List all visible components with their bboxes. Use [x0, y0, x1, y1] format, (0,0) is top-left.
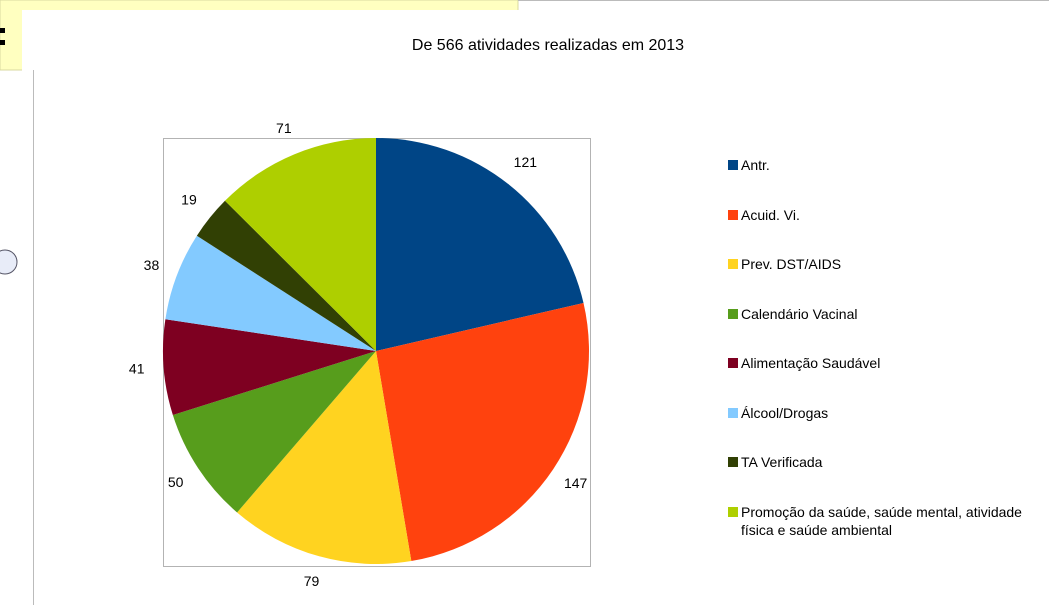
legend-item: Prev. DST/AIDS [728, 255, 1041, 305]
data-label: 71 [276, 120, 292, 136]
pie-slice [165, 235, 376, 351]
data-label: 50 [168, 474, 184, 490]
legend-item: Calendário Vacinal [728, 305, 1041, 355]
legend-swatch [728, 160, 738, 170]
legend-swatch [728, 259, 738, 269]
pie-slice [172, 351, 376, 513]
legend-item: Álcool/Drogas [728, 404, 1041, 454]
data-label: 41 [129, 360, 145, 376]
pie-slice [237, 351, 412, 564]
pie-slice [376, 138, 584, 351]
note-glyph [0, 40, 5, 45]
legend-label: Prev. DST/AIDS [741, 256, 842, 272]
legend-swatch [728, 358, 738, 368]
legend-item: Antr. [728, 156, 1041, 206]
legend-label: Álcool/Drogas [741, 404, 829, 421]
legend-label: Antr. [741, 157, 770, 173]
legend-swatch [728, 308, 738, 319]
legend-item: Alimentação Saudável [728, 354, 1041, 404]
data-label: 79 [304, 573, 320, 589]
legend-item: Promoção da saúde, saúde mental, ativida… [728, 503, 1041, 553]
data-label: 19 [181, 191, 197, 207]
legend-label: Promoção da saúde, saúde mental, ativida… [741, 503, 1022, 538]
pie-slice [376, 302, 589, 562]
legend-item: Acuid. Vi. [728, 206, 1041, 256]
note-glyph [0, 28, 5, 33]
icon [0, 249, 18, 275]
legend-swatch [728, 457, 738, 467]
legend-label: Calendário Vacinal [741, 305, 858, 322]
data-label: 147 [564, 475, 588, 491]
pie-slice [163, 319, 376, 416]
legend-swatch [728, 209, 738, 220]
pie-slice [196, 200, 376, 351]
data-label: 38 [144, 257, 160, 273]
legend-label: Acuid. Vi. [741, 206, 800, 223]
pie-slice [224, 138, 376, 351]
legend-item: TA Verificada [728, 453, 1041, 503]
legend-swatch [728, 506, 738, 517]
legend-swatch [728, 407, 738, 418]
data-label: 121 [514, 154, 538, 170]
legend-label: TA Verificada [741, 454, 823, 470]
chart-title: De 566 atividades realizadas em 2013 [412, 37, 684, 54]
legend: Antr. Acuid. Vi. Prev. DST/AIDS Calendário … [728, 156, 1041, 552]
legend-label: Alimentação Saudável [741, 355, 881, 371]
